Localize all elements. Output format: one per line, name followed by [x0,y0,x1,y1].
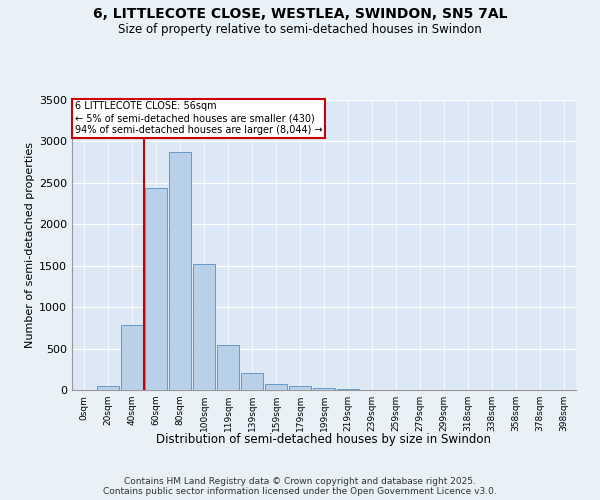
Text: Contains HM Land Registry data © Crown copyright and database right 2025.: Contains HM Land Registry data © Crown c… [124,478,476,486]
Y-axis label: Number of semi-detached properties: Number of semi-detached properties [25,142,35,348]
Text: Size of property relative to semi-detached houses in Swindon: Size of property relative to semi-detach… [118,22,482,36]
Bar [217,346,239,390]
Bar [241,372,263,390]
Text: 6 LITTLECOTE CLOSE: 56sqm
← 5% of semi-detached houses are smaller (430)
94% of : 6 LITTLECOTE CLOSE: 56sqm ← 5% of semi-d… [74,102,322,134]
Text: Contains public sector information licensed under the Open Government Licence v3: Contains public sector information licen… [103,488,497,496]
Bar [193,264,215,390]
Bar [97,386,119,390]
Bar [145,188,167,390]
Bar [337,389,359,390]
Bar [265,384,287,390]
Text: 6, LITTLECOTE CLOSE, WESTLEA, SWINDON, SN5 7AL: 6, LITTLECOTE CLOSE, WESTLEA, SWINDON, S… [93,8,507,22]
Bar [121,324,143,390]
Bar [313,388,335,390]
Bar [289,386,311,390]
Bar [169,152,191,390]
Text: Distribution of semi-detached houses by size in Swindon: Distribution of semi-detached houses by … [157,432,491,446]
